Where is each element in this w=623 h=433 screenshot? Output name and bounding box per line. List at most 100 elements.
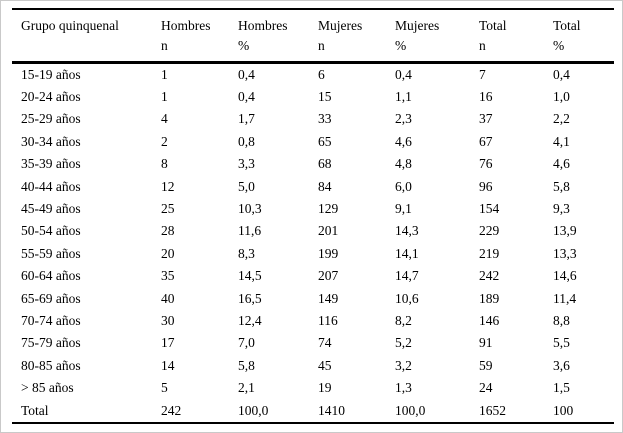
age-group-cell: 15-19 años: [21, 66, 81, 82]
value-cell: 33: [318, 111, 332, 127]
header-label: Hombres: [238, 18, 288, 33]
value-cell: 5,5: [553, 335, 570, 351]
value-cell: 14,1: [395, 245, 419, 261]
table-row: 20-24 años 1 0,4 15 1,1 16 1,0: [12, 86, 614, 108]
age-group-cell: 65-69 años: [21, 290, 81, 306]
header-label: Grupo quinquenal: [21, 18, 119, 33]
age-group-cell: > 85 años: [21, 380, 74, 396]
age-group-cell: 25-29 años: [21, 111, 81, 127]
table-row: 30-34 años 2 0,8 65 4,6 67 4,1: [12, 131, 614, 153]
table-body: 15-19 años 1 0,4 6 0,4 7 0,4 20-24 años 1 0,4 15 1,…: [12, 62, 614, 423]
header-row: Grupo quinquenal Hombres n Hombres % Muj…: [12, 9, 614, 64]
value-cell: 189: [479, 290, 500, 306]
value-cell: 207: [318, 268, 339, 284]
value-cell: 59: [479, 357, 493, 373]
value-cell: 14,7: [395, 268, 419, 284]
value-cell: 16: [479, 88, 493, 104]
value-cell: 15: [318, 88, 332, 104]
value-cell: 16,5: [238, 290, 262, 306]
value-cell: 14,6: [553, 268, 577, 284]
value-cell: 10,3: [238, 200, 262, 216]
value-cell: 1: [161, 88, 168, 104]
value-cell: 154: [479, 200, 500, 216]
value-cell: 4,6: [395, 133, 412, 149]
value-cell: 4,1: [553, 133, 570, 149]
value-cell: 30: [161, 312, 175, 328]
header-sublabel: %: [553, 38, 565, 53]
value-cell: 11,4: [553, 290, 577, 306]
value-cell: 3,6: [553, 357, 570, 373]
value-cell: 100,0: [395, 402, 426, 418]
header-grupo-quinquenal: Grupo quinquenal: [12, 9, 161, 64]
value-cell: 1652: [479, 402, 506, 418]
header-hombres-pct: Hombres %: [238, 9, 318, 64]
value-cell: 84: [318, 178, 332, 194]
value-cell: 146: [479, 312, 500, 328]
value-cell: 4,6: [553, 156, 570, 172]
value-cell: 0,4: [238, 88, 255, 104]
value-cell: 242: [161, 402, 182, 418]
header-total-n: Total n: [479, 9, 553, 64]
value-cell: 2,1: [238, 380, 255, 396]
value-cell: 40: [161, 290, 175, 306]
header-label: Mujeres: [318, 18, 363, 33]
value-cell: 8: [161, 156, 168, 172]
value-cell: 14,5: [238, 268, 262, 284]
value-cell: 1: [161, 66, 168, 82]
age-group-cell: 50-54 años: [21, 223, 81, 239]
value-cell: 0,4: [395, 66, 412, 82]
value-cell: 4: [161, 111, 168, 127]
age-group-cell: 70-74 años: [21, 312, 81, 328]
value-cell: 25: [161, 200, 175, 216]
table-header: Grupo quinquenal Hombres n Hombres % Muj…: [12, 9, 614, 64]
value-cell: 1,1: [395, 88, 412, 104]
value-cell: 0,4: [238, 66, 255, 82]
age-group-cell: 45-49 años: [21, 200, 81, 216]
value-cell: 0,8: [238, 133, 255, 149]
age-group-cell: 75-79 años: [21, 335, 81, 351]
value-cell: 0,4: [553, 66, 570, 82]
age-group-cell: 35-39 años: [21, 156, 81, 172]
value-cell: 45: [318, 357, 332, 373]
value-cell: 1,3: [395, 380, 412, 396]
header-hombres-n: Hombres n: [161, 9, 238, 64]
value-cell: 10,6: [395, 290, 419, 306]
table-row: Total 242 100,0 1410 100,0 1652 100: [12, 400, 614, 423]
header-sublabel: %: [238, 38, 250, 53]
age-group-cell: 30-34 años: [21, 133, 81, 149]
value-cell: 1,5: [553, 380, 570, 396]
value-cell: 199: [318, 245, 339, 261]
value-cell: 14,3: [395, 223, 419, 239]
value-cell: 149: [318, 290, 339, 306]
table-row: 55-59 años 20 8,3 199 14,1 219 13,3: [12, 243, 614, 265]
table-row: 80-85 años 14 5,8 45 3,2 59 3,6: [12, 355, 614, 377]
value-cell: 96: [479, 178, 493, 194]
value-cell: 1410: [318, 402, 345, 418]
table-row: 25-29 años 4 1,7 33 2,3 37 2,2: [12, 108, 614, 130]
value-cell: 4,8: [395, 156, 412, 172]
value-cell: 11,6: [238, 223, 262, 239]
value-cell: 37: [479, 111, 493, 127]
value-cell: 12,4: [238, 312, 262, 328]
header-mujeres-pct: Mujeres %: [395, 9, 479, 64]
age-group-cell: 40-44 años: [21, 178, 81, 194]
value-cell: 5: [161, 380, 168, 396]
age-group-cell: 80-85 años: [21, 357, 81, 373]
value-cell: 8,8: [553, 312, 570, 328]
value-cell: 14: [161, 357, 175, 373]
value-cell: 3,3: [238, 156, 255, 172]
value-cell: 91: [479, 335, 493, 351]
header-label: Total: [553, 18, 581, 33]
value-cell: 8,3: [238, 245, 255, 261]
value-cell: 2: [161, 133, 168, 149]
header-sublabel: n: [161, 38, 168, 53]
header-label: Total: [479, 18, 507, 33]
value-cell: 68: [318, 156, 332, 172]
value-cell: 100: [553, 402, 574, 418]
age-group-cell: 20-24 años: [21, 88, 81, 104]
value-cell: 76: [479, 156, 493, 172]
value-cell: 17: [161, 335, 175, 351]
value-cell: 67: [479, 133, 493, 149]
value-cell: 65: [318, 133, 332, 149]
value-cell: 3,2: [395, 357, 412, 373]
